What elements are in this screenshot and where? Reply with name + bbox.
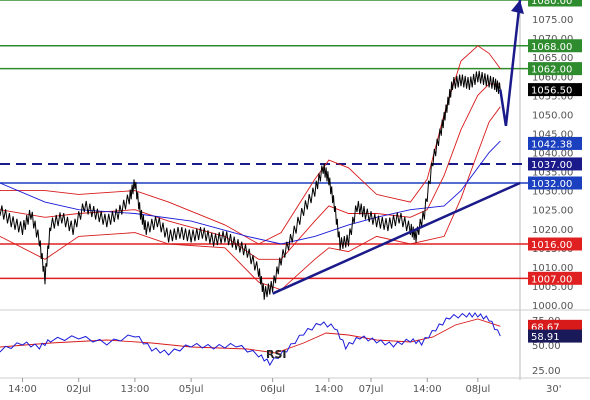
price-panel: 1000.001005.001010.001015.001020.001025.… xyxy=(0,0,590,380)
rsi-badge-label: 68.67 xyxy=(531,322,560,333)
x-tick-label: 05Jul xyxy=(179,384,204,395)
level-badge xyxy=(528,157,582,171)
y-tick-label: 1040.00 xyxy=(532,149,573,160)
level-badge xyxy=(528,136,582,150)
y-tick-label: 1050.00 xyxy=(532,110,573,121)
y-tick-label: 1035.00 xyxy=(532,168,573,179)
y-tick-label: 1065.00 xyxy=(532,53,573,64)
level-badge-label: 1080.00 xyxy=(531,0,572,7)
y-tick-label: 1055.00 xyxy=(532,91,573,102)
y-tick-label: 1010.00 xyxy=(532,263,573,274)
rsi-badge-label: 58.91 xyxy=(531,332,560,343)
y-tick-label: 1045.00 xyxy=(532,129,573,140)
level-badge-label: 1042.38 xyxy=(531,139,572,150)
rsi-badge xyxy=(528,319,582,333)
y-tick-label: 1000.00 xyxy=(532,301,573,312)
support-trendline xyxy=(272,181,521,295)
level-badge xyxy=(528,176,582,190)
price-series-line xyxy=(0,70,501,300)
level-badge xyxy=(528,271,582,285)
y-tick-label: 1060.00 xyxy=(532,72,573,83)
level-badge-label: 1068.00 xyxy=(531,42,572,53)
level-badge-label: 1016.00 xyxy=(531,240,572,251)
rsi-y-tick-label: 25.00 xyxy=(532,366,561,377)
last-price-label: 1056.50 xyxy=(531,86,572,97)
level-badge xyxy=(528,39,582,53)
x-tick-label: 08Jul xyxy=(465,384,490,395)
level-badge-label: 1037.00 xyxy=(531,160,572,171)
x-axis: 14:00 02Jul 13:00 05Jul 06Jul 14:00 07Jul 14:00… xyxy=(0,377,590,395)
x-tick-label: 06Jul xyxy=(260,384,285,395)
level-badge xyxy=(528,62,582,76)
bollinger-upper xyxy=(0,45,501,245)
last-price-badge xyxy=(528,83,582,97)
level-badge xyxy=(528,0,582,7)
x-tick-label: 13:00 xyxy=(121,384,150,395)
bollinger-middle xyxy=(0,83,501,260)
rsi-line xyxy=(0,312,501,367)
level-badge-label: 1062.00 xyxy=(531,65,572,76)
x-tick-label: 14:00 xyxy=(8,384,37,395)
y-tick-label: 1075.00 xyxy=(532,15,573,26)
y-tick-label: 1025.00 xyxy=(532,206,573,217)
projection-arrow-head xyxy=(511,0,524,14)
rsi-signal-line xyxy=(0,318,501,354)
projection-arrow xyxy=(499,0,522,126)
rsi-label: RSI xyxy=(266,348,287,361)
level-badge-label: 1032.00 xyxy=(531,179,572,190)
rsi-y-tick-label: 50.00 xyxy=(532,341,561,352)
x-tick-label: 07Jul xyxy=(359,384,384,395)
bollinger-lower xyxy=(0,106,501,291)
y-tick-label: 1030.00 xyxy=(532,187,573,198)
level-badge xyxy=(528,237,582,251)
y-tick-label: 1020.00 xyxy=(532,225,573,236)
x-tick-label: 02Jul xyxy=(66,384,91,395)
timeframe-label: 30' xyxy=(546,384,561,395)
level-badge-label: 1007.00 xyxy=(531,274,572,285)
rsi-badge xyxy=(528,329,582,343)
y-tick-label: 1005.00 xyxy=(532,282,573,293)
moving-average-line xyxy=(0,140,501,245)
x-tick-label: 14:00 xyxy=(314,384,343,395)
x-tick-label: 14:00 xyxy=(413,384,442,395)
